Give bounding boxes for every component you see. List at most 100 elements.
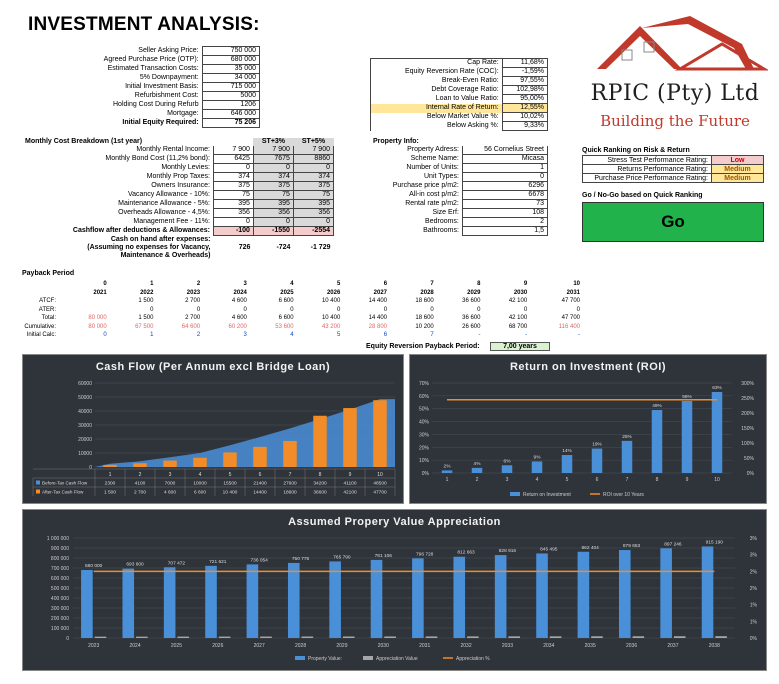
empty-cell	[253, 236, 293, 244]
empty-cell	[213, 236, 253, 244]
monthly-label: Monthly Prop Taxes:	[146, 173, 210, 181]
table-row: Monthly Prop Taxes: 374 374 374	[22, 172, 335, 183]
empty-cell	[22, 289, 62, 298]
property-data-label: 862 404	[582, 545, 600, 551]
roi-bar	[651, 410, 663, 473]
property-value-bar	[701, 546, 714, 638]
logo-name: RPIC (Pty) Ltd	[590, 81, 760, 106]
payback-cell: 36 600	[462, 298, 481, 305]
table-row: Monthly Rental Income: 7 900 7 900 7 900	[22, 146, 335, 156]
table-row: Break-Even Ratio: 97,55%	[370, 76, 549, 86]
property-value: 6678	[461, 190, 549, 201]
property-data-label: 680 000	[85, 563, 103, 569]
roi-chart-title: Return on Investment (ROI)	[509, 361, 666, 373]
purchase-label: Refurbishment Cost:	[134, 92, 199, 99]
x-tick-label: 2030	[378, 643, 389, 649]
payback-cell: 64 600	[181, 323, 201, 330]
property-value-bar	[370, 559, 383, 638]
gonogo-header: Go / No-Go based on Quick Ranking	[582, 192, 703, 199]
table-value: 1 500	[104, 490, 116, 496]
ratio-label: Internal Rate of Return:	[370, 103, 503, 113]
purchase-value: 1206	[201, 100, 261, 110]
table-row: Below Market Value %: 10,02%	[370, 112, 549, 122]
table-row: Debt Coverage Ratio: 102,98%	[370, 85, 549, 95]
roi-data-label: 25%	[622, 434, 632, 440]
legend-label: Appreciation Value	[376, 656, 418, 662]
property-value-bar	[453, 556, 466, 638]
after-tax-bar	[193, 457, 207, 467]
property-data-label: 736 054	[251, 557, 269, 563]
payback-table: 0 1 2 3 4 5 6 7 8 9 10 2021 2022 2023 2024 2025 2026 2027…	[22, 280, 582, 340]
x-tick-label: 6	[259, 472, 262, 478]
roi-bar	[441, 470, 453, 473]
payback-cell: -	[525, 332, 528, 339]
payback-cell: 10 400	[321, 315, 341, 322]
quick-ranking-table: Stress Test Performance Rating: Low Return…	[582, 155, 764, 183]
payback-year: 2022	[140, 289, 154, 296]
payback-cell: 53 600	[275, 323, 294, 330]
table-value: 27600	[283, 481, 297, 487]
roi-data-label: 56%	[682, 394, 692, 400]
y2-tick-label: 0%	[750, 636, 758, 642]
payback-cell: 6	[383, 332, 388, 339]
roi-data-label: 6%	[504, 458, 512, 464]
property-data-label: 693 600	[126, 562, 144, 568]
after-tax-bar	[163, 460, 177, 467]
ratio-value: 10,02%	[501, 112, 549, 122]
appreciation-value-bar	[301, 636, 314, 638]
empty-cell	[22, 280, 62, 289]
y-tick-label: 20000	[78, 437, 92, 443]
monthly-label: Monthly Bond Cost (11,2% bond):	[105, 155, 210, 163]
payback-cell: 1 500	[138, 315, 154, 322]
payback-index: 7	[430, 281, 434, 288]
payback-cell: 7	[430, 332, 434, 339]
roi-bar	[681, 401, 693, 473]
payback-year: 2024	[233, 289, 247, 296]
purchase-label: Holding Cost During Refurb	[113, 101, 199, 108]
payback-row: ATER: 0 0 0 0 0 0 0 0 0 0	[22, 306, 582, 315]
monthly-value: 375	[212, 181, 254, 192]
monthly-value: 0	[212, 217, 254, 228]
property-label: All-in cost p/m2:	[409, 191, 459, 199]
property-data-label: 707 472	[168, 560, 186, 566]
x-tick-label: 9	[349, 472, 352, 478]
table-row: Purchase Price Performance Rating: Medium	[582, 173, 764, 183]
y-tick-label: 40000	[78, 409, 92, 415]
property-header: Property Info:	[373, 138, 419, 146]
x-tick-label: 2027	[254, 643, 265, 649]
after-tax-bar	[373, 400, 387, 467]
purchase-label: Estimated Transaction Costs:	[107, 65, 199, 72]
y2-tick-label: 3%	[750, 536, 758, 542]
y2-tick-label: 200%	[741, 411, 754, 417]
payback-year: 2026	[326, 289, 341, 296]
payback-index: 6	[383, 281, 388, 288]
payback-cell: 14 400	[368, 298, 388, 305]
roi-data-label: 49%	[652, 403, 662, 409]
table-value: 48500	[373, 481, 387, 487]
ranking-label: Returns Performance Rating:	[582, 164, 712, 174]
monthly-value: 374	[212, 172, 254, 183]
payback-cell: 36 600	[462, 315, 481, 322]
payback-year: 2023	[186, 289, 201, 296]
table-row: Rental rate p/m2: 73	[370, 199, 549, 210]
table-row: Scheme Name: Micasa	[370, 154, 549, 165]
property-data-label: 845 495	[540, 546, 558, 552]
table-row: Maintenance Allowance - 5%: 395 395 395	[22, 199, 335, 210]
y-tick-label: 10%	[419, 458, 430, 464]
table-row: Property Adress: 56 Cornelius Street	[370, 146, 549, 156]
table-row: Holding Cost During Refurb 1206	[22, 100, 261, 110]
y2-tick-label: 1%	[750, 619, 758, 625]
ratio-label: Debt Coverage Ratio:	[370, 85, 503, 95]
payback-year: 2025	[280, 289, 294, 296]
table-row: Purchase price p/m2: 6296	[370, 181, 549, 192]
appreciation-value-bar	[591, 636, 603, 638]
payback-cell: 1	[150, 332, 154, 339]
property-label: Number of Units:	[406, 164, 459, 172]
payback-cell: 0	[383, 306, 388, 313]
monthly-label: Overheads Allowance - 4,5%:	[118, 209, 210, 217]
appreciation-chart-svg: 0 100 000 200 000 300 000 400 000 500 000 600 …	[47, 536, 758, 662]
monthly-value-st3: 374	[252, 172, 294, 183]
table-value: 41100	[344, 481, 357, 487]
table-row: Initial Equity Required: 75 206	[22, 118, 261, 128]
x-tick-label: 2033	[502, 643, 513, 649]
